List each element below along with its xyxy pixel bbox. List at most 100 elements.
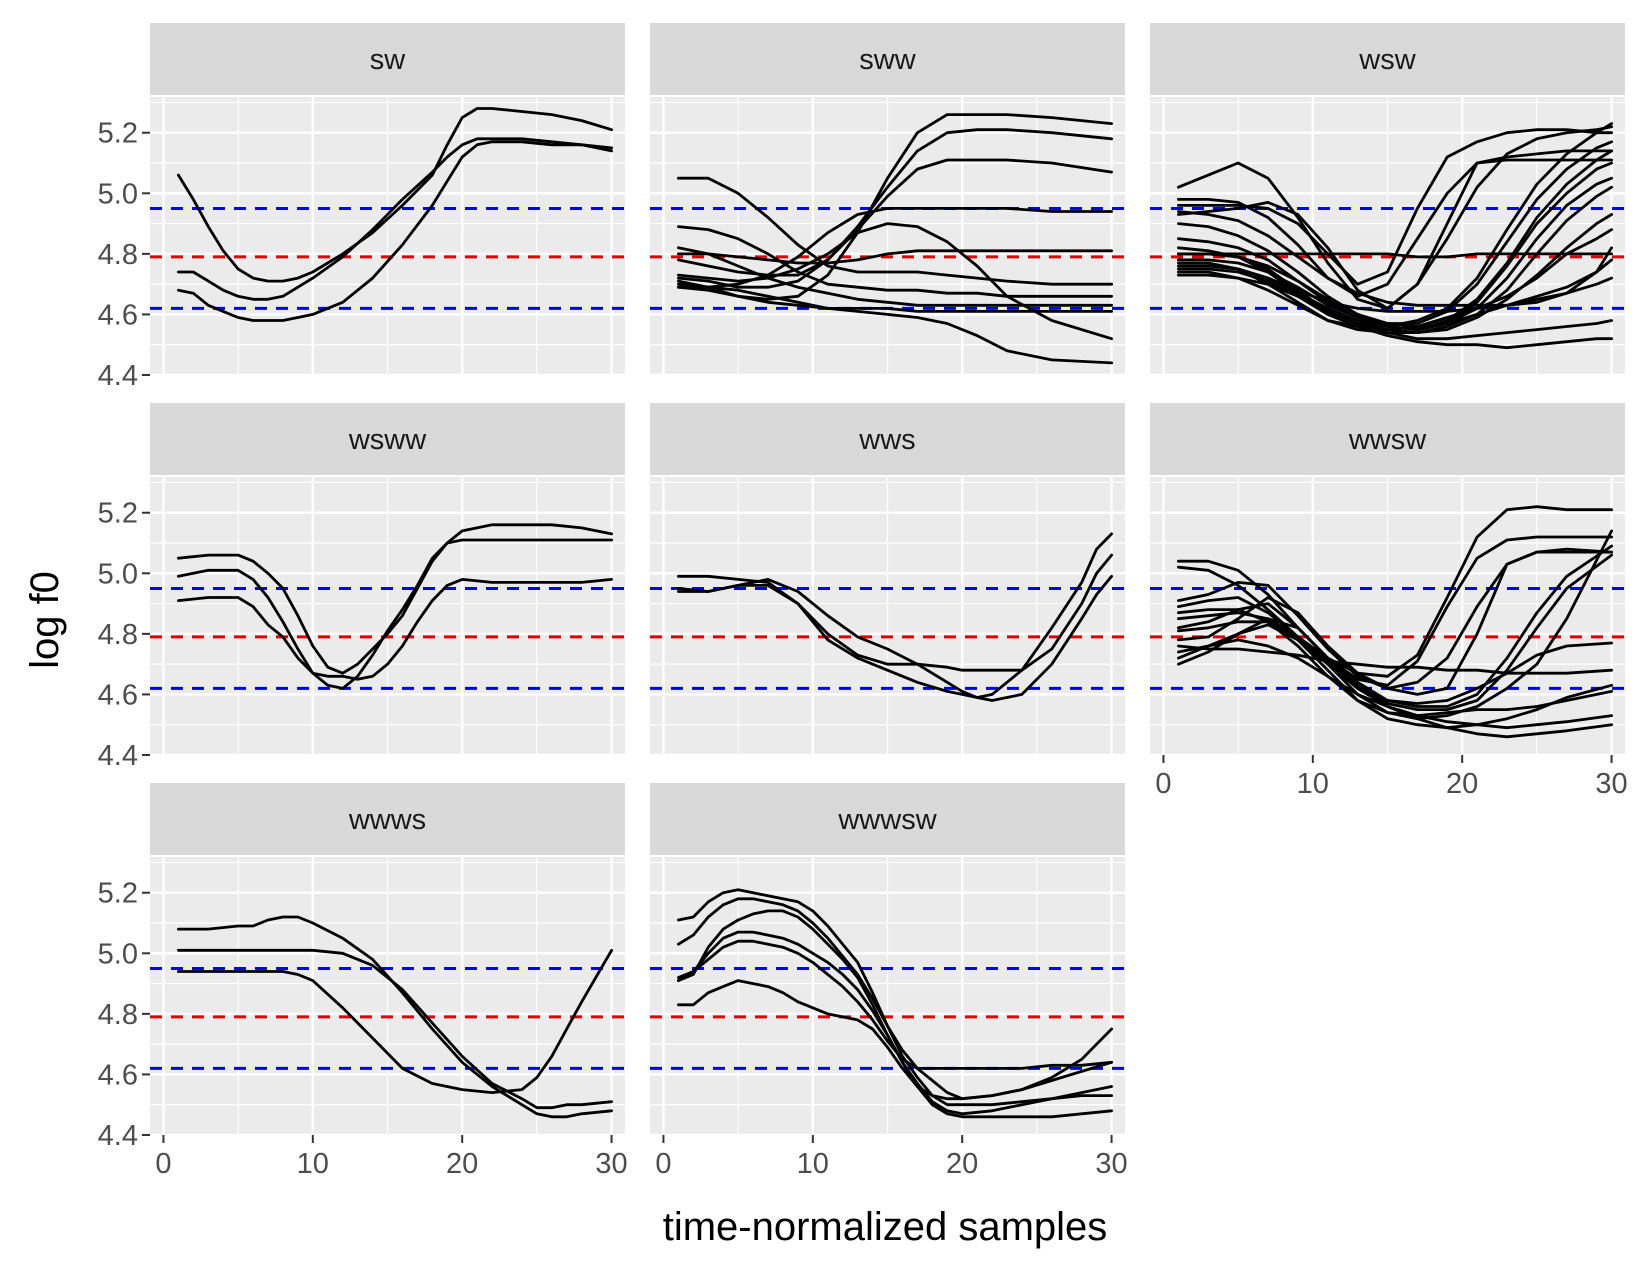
series-line-wsw-15 [1177,273,1613,341]
facet-strip-label: wws [858,424,915,456]
series-line-wsw-12 [1177,228,1613,332]
y-tick-label: 5.2 [98,878,138,910]
series-line-wwsw-13 [1177,620,1613,730]
series-line-wsw-11 [1177,213,1613,335]
y-tick-label: 5.0 [98,558,138,590]
facet-strip-sw [150,23,625,95]
series-line-wwsw-4 [1177,547,1613,696]
facet-strip-label: wwwsw [837,804,937,836]
y-tick-label: 4.8 [98,619,138,651]
facet-strip-label: wwsw [1348,424,1427,456]
series-line-wwsw-11 [1177,617,1613,739]
series-line-wsw-18 [1177,252,1613,259]
x-tick-label: 0 [155,1148,171,1180]
facet-panel-wwws: wwws [150,783,625,1137]
series-line-sww-4 [677,206,1113,289]
series-line-wwsw-12 [1177,608,1613,717]
x-tick-label: 30 [1595,768,1627,800]
facet-panel-sw: sw [150,23,625,377]
facet-strip-wwwsw [650,783,1125,855]
series-line-wwwsw-3 [677,909,1113,1116]
x-tick-label: 10 [797,1148,829,1180]
series-line-sw-3 [176,140,613,322]
series-line-wws-3 [677,574,1113,702]
facet-strip-label: wsw [1358,44,1416,76]
y-tick-label: 5.2 [98,498,138,530]
y-tick-label: 5.2 [98,118,138,150]
series-line-sww-11 [677,282,1113,365]
series-line-wsw-2 [1177,149,1613,298]
facet-strip-sww [650,23,1125,95]
y-tick-label: 4.8 [98,239,138,271]
facet-strip-label: wsww [348,424,427,456]
series-line-wwsw-2 [1177,535,1613,687]
series-line-wwsw-8 [1177,623,1613,705]
x-axis-title: time-normalized samples [663,1205,1108,1249]
facet-strip-wwsw [1150,403,1625,475]
y-axis-title: log f0 [23,571,67,669]
facets-layer: sw sww wsw wsww wws wwsw wwws wwwsw [150,23,1625,1137]
series-line-wwsw-9 [1177,644,1613,675]
facet-strip-wsww [150,403,625,475]
series-line-sww-2 [677,128,1113,289]
series-line-wws-2 [677,532,1113,699]
y-tick-label: 4.6 [98,1059,138,1091]
series-line-wsw-13 [1177,252,1613,328]
y-tick-label: 4.8 [98,999,138,1031]
y-tick-label: 4.4 [98,1120,138,1152]
series-line-sww-3 [677,158,1113,277]
facet-panel-wwsw: wwsw [1150,403,1625,757]
series-line-wsww-1 [176,523,613,675]
x-tick-label: 20 [1446,768,1478,800]
facet-strip-wsw [1150,23,1625,95]
x-tick-label: 20 [446,1148,478,1180]
series-line-wsw-4 [1177,158,1613,310]
facet-panel-wwwsw: wwwsw [650,783,1125,1137]
series-line-wsww-2 [176,538,613,690]
facet-panel-wws: wws [650,403,1125,757]
series-line-wsw-17 [1177,210,1613,307]
y-tick-label: 4.6 [98,299,138,331]
facet-strip-label: wwws [348,804,426,836]
series-line-wsw-16 [1177,267,1613,350]
x-tick-label: 20 [946,1148,978,1180]
facet-strip-wws [650,403,1125,475]
facet-strip-label: sw [370,44,407,76]
series-line-wwwsw-6 [677,979,1113,1101]
facet-panel-sww: sww [650,23,1125,377]
series-line-sww-6 [677,249,1113,265]
series-line-wwsw-1 [1177,505,1613,678]
series-line-sww-5 [677,222,1113,341]
x-tick-label: 30 [595,1148,627,1180]
series-line-wwsw-6 [1177,553,1613,711]
series-line-sww-10 [677,285,1113,313]
facet-panel-wsw: wsw [1150,23,1625,377]
facet-strip-label: sww [859,44,916,76]
y-tick-label: 4.4 [98,740,138,772]
series-line-sww-9 [677,246,1113,307]
series-line-sww-8 [677,225,1113,298]
series-line-wwws-2 [176,948,613,1110]
series-line-wsw-14 [1177,264,1613,313]
x-tick-label: 0 [1155,768,1171,800]
x-tick-label: 30 [1095,1148,1127,1180]
y-tick-label: 5.0 [98,178,138,210]
series-line-wwwsw-5 [677,939,1113,1070]
facet-panel-wsww: wsww [150,403,625,757]
series-line-wws-1 [677,553,1113,672]
y-tick-label: 4.4 [98,360,138,392]
x-tick-label: 0 [655,1148,671,1180]
series-line-wwwsw-1 [677,888,1113,1107]
series-line-sww-7 [677,176,1113,286]
x-tick-label: 10 [297,1148,329,1180]
axes-layer: 4.4 4.6 4.8 5.0 5.2 4.4 4.6 4.8 5.0 5.2 0 10 20 30 4.4… [98,118,1628,1180]
series-line-wwwsw-4 [677,930,1113,1119]
y-tick-label: 5.0 [98,938,138,970]
x-tick-label: 10 [1297,768,1329,800]
series-line-sw-2 [176,137,613,301]
series-line-wsw-3 [1177,128,1613,286]
series-line-wsww-3 [176,578,613,681]
series-line-wsw-6 [1177,140,1613,325]
